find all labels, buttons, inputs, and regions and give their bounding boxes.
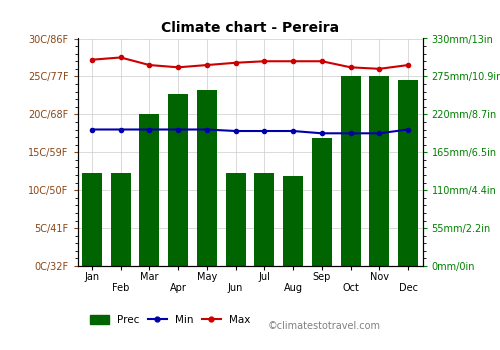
Legend: Prec, Min, Max: Prec, Min, Max — [86, 311, 254, 329]
Bar — [254, 173, 274, 266]
Bar — [168, 94, 188, 266]
Title: Climate chart - Pereira: Climate chart - Pereira — [161, 21, 339, 35]
Text: Jul: Jul — [258, 272, 270, 282]
Bar — [312, 139, 332, 266]
Bar — [370, 76, 390, 266]
Text: Dec: Dec — [398, 283, 417, 293]
Text: Sep: Sep — [312, 272, 331, 282]
Bar — [140, 114, 160, 266]
Text: Apr: Apr — [170, 283, 186, 293]
Bar — [226, 173, 246, 266]
Text: Jun: Jun — [228, 283, 244, 293]
Text: Aug: Aug — [284, 283, 302, 293]
Bar — [197, 90, 217, 266]
Bar — [283, 176, 303, 266]
Bar — [110, 173, 130, 266]
Text: Jan: Jan — [84, 272, 100, 282]
Text: May: May — [197, 272, 217, 282]
Text: Mar: Mar — [140, 272, 158, 282]
Text: Feb: Feb — [112, 283, 130, 293]
Bar — [398, 80, 418, 266]
Bar — [82, 173, 102, 266]
Text: Nov: Nov — [370, 272, 389, 282]
Bar — [340, 76, 360, 266]
Text: ©climatestotravel.com: ©climatestotravel.com — [267, 321, 380, 331]
Text: Oct: Oct — [342, 283, 359, 293]
